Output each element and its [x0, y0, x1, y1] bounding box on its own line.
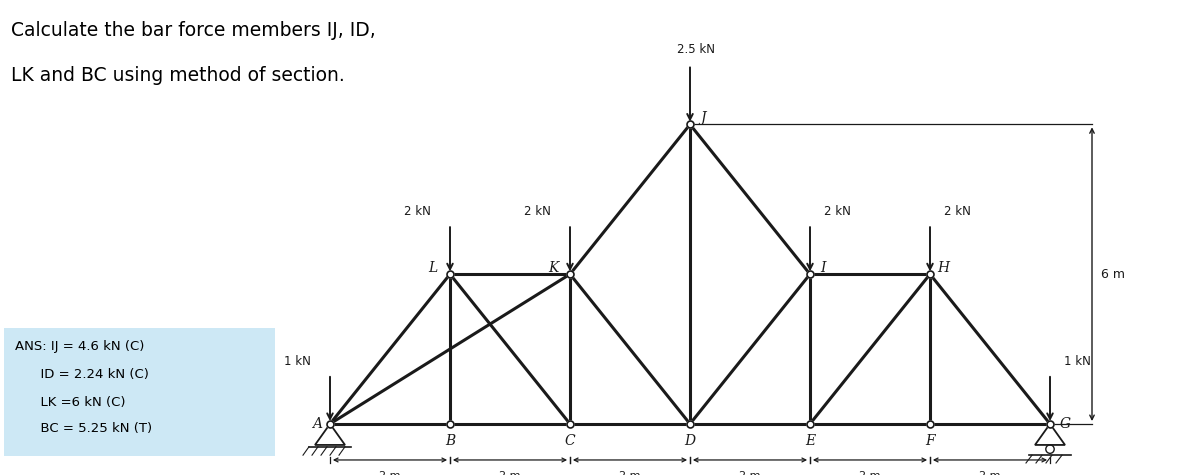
Text: E: E — [805, 434, 815, 448]
Text: 2 m: 2 m — [499, 471, 521, 475]
Text: ANS: IJ = 4.6 kN (C): ANS: IJ = 4.6 kN (C) — [14, 340, 144, 353]
Text: G: G — [1060, 417, 1070, 431]
Text: L: L — [428, 261, 438, 275]
FancyBboxPatch shape — [4, 328, 276, 456]
Text: C: C — [565, 434, 575, 448]
Text: 2 m: 2 m — [739, 471, 761, 475]
Text: F: F — [925, 434, 935, 448]
Text: D: D — [684, 434, 696, 448]
Text: BC = 5.25 kN (T): BC = 5.25 kN (T) — [14, 422, 152, 435]
Text: 2 kN: 2 kN — [523, 205, 551, 218]
Text: 2 kN: 2 kN — [823, 205, 851, 218]
Text: LK =6 kN (C): LK =6 kN (C) — [14, 396, 126, 408]
Text: 1 kN: 1 kN — [1063, 355, 1091, 368]
Text: 2 m: 2 m — [619, 471, 641, 475]
Text: 2 m: 2 m — [859, 471, 881, 475]
Text: Calculate the bar force members IJ, ID,: Calculate the bar force members IJ, ID, — [11, 21, 376, 40]
Text: 2 kN: 2 kN — [943, 205, 971, 218]
Text: 1 kN: 1 kN — [283, 355, 311, 368]
Text: ID = 2.24 kN (C): ID = 2.24 kN (C) — [14, 368, 149, 381]
Text: LK and BC using method of section.: LK and BC using method of section. — [11, 66, 344, 85]
Text: B: B — [445, 434, 455, 448]
Text: J: J — [701, 112, 706, 125]
Text: A: A — [312, 417, 322, 431]
Text: I: I — [821, 261, 826, 275]
Text: 2.5 kN: 2.5 kN — [677, 43, 715, 56]
Text: 2 m: 2 m — [979, 471, 1001, 475]
Text: 2 kN: 2 kN — [403, 205, 431, 218]
Text: 6 m: 6 m — [1100, 268, 1124, 281]
Text: H: H — [937, 261, 949, 275]
Text: K: K — [548, 261, 558, 275]
Text: 2 m: 2 m — [379, 471, 401, 475]
